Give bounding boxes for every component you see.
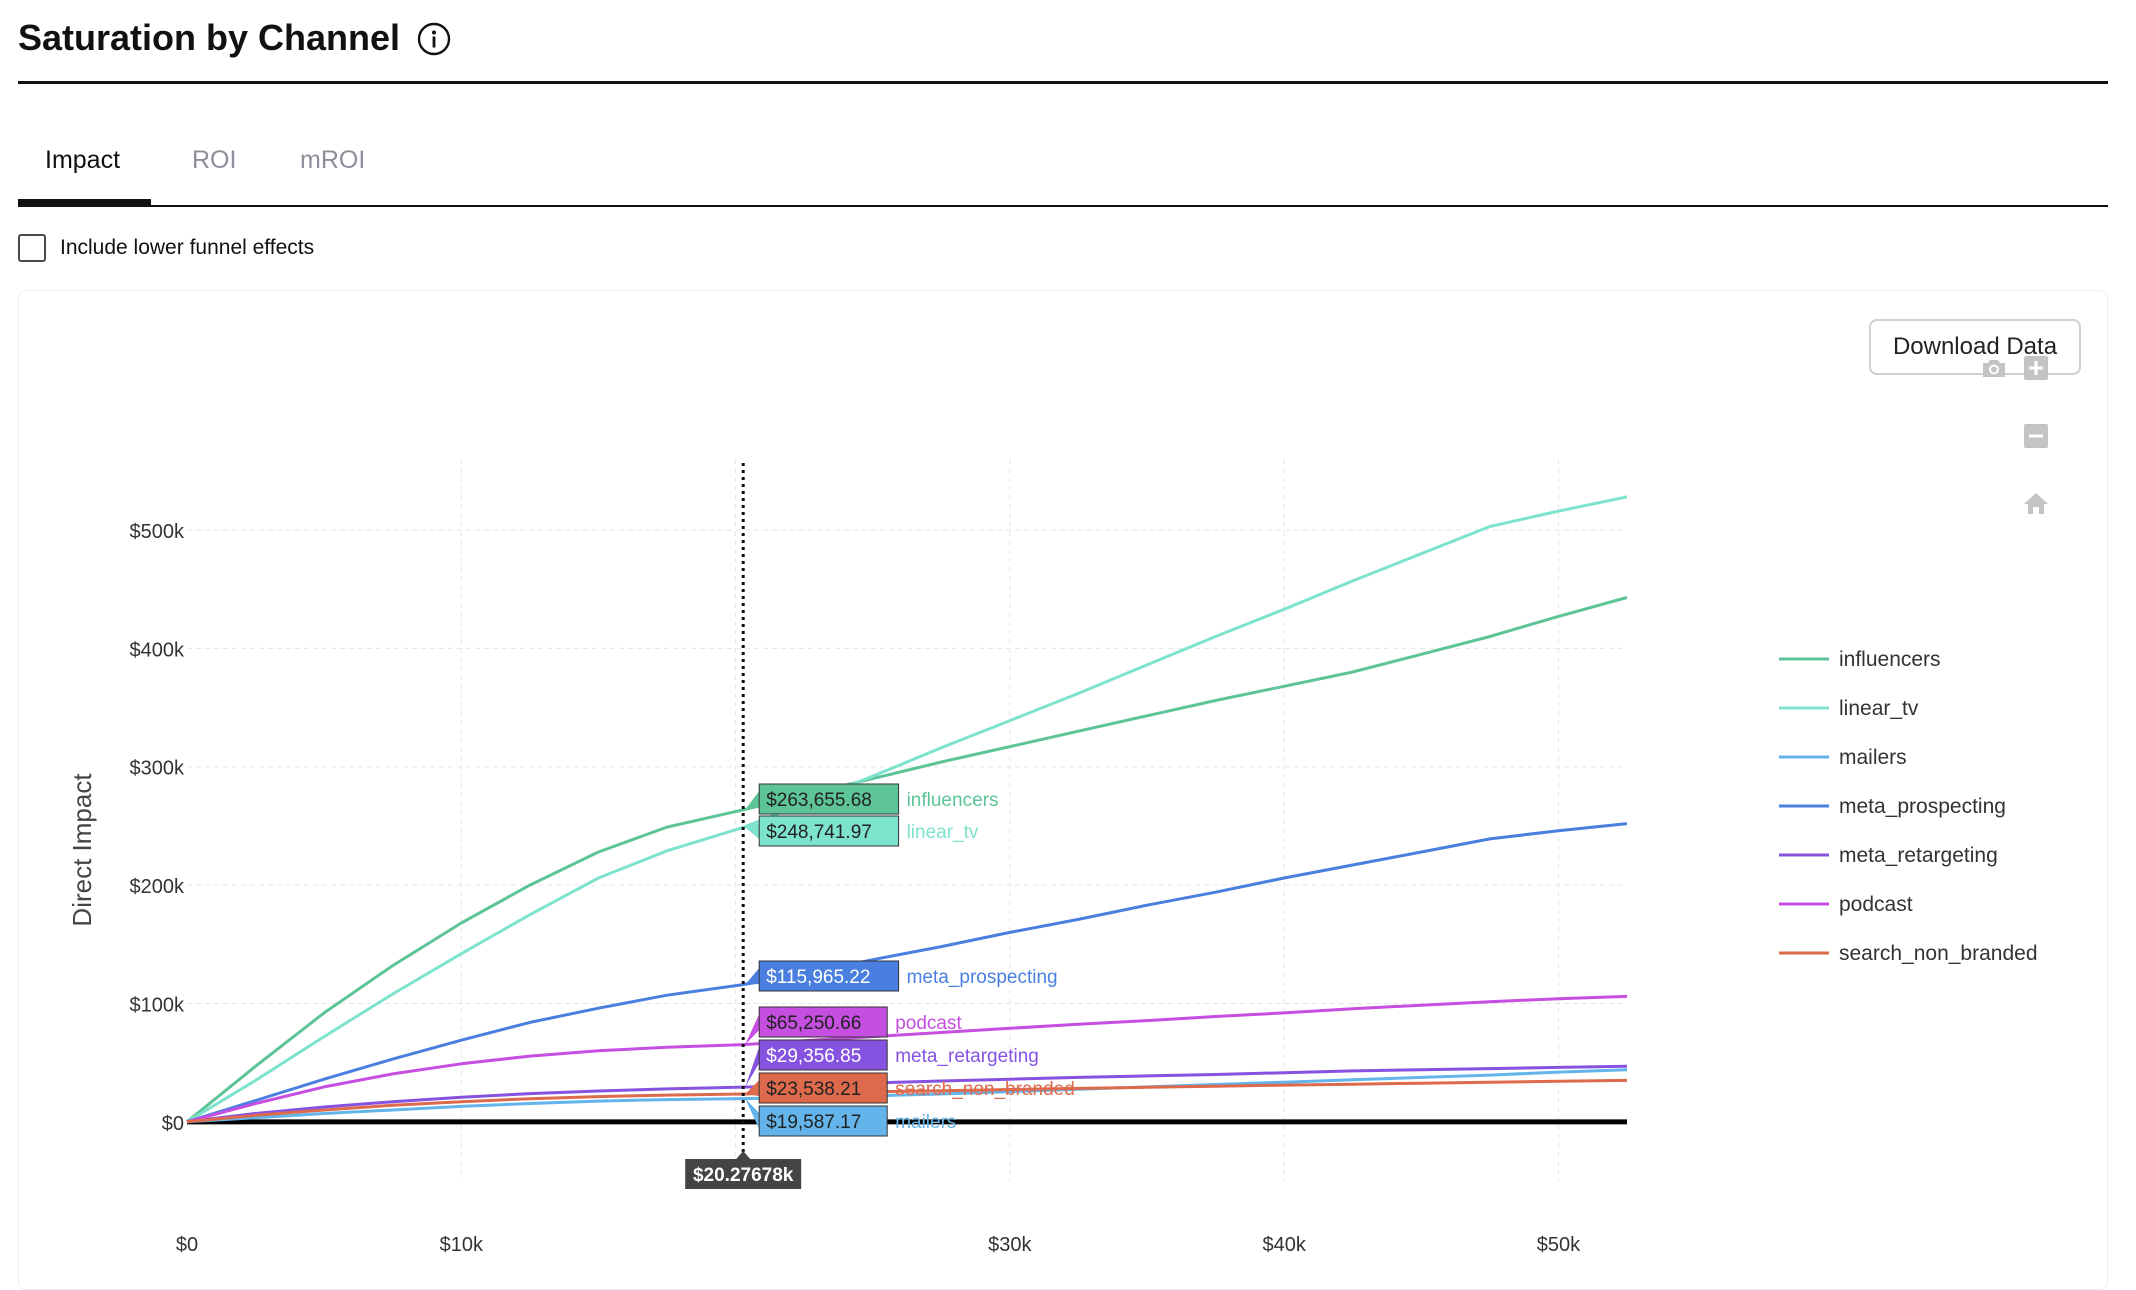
hover-value-mailers: $19,587.17 [766,1112,861,1133]
hover-value-influencers: $263,655.68 [766,790,872,811]
hover-name-podcast: podcast [895,1013,962,1034]
grid-lines [187,459,1627,1181]
zoom-out-icon[interactable] [2021,421,2051,451]
y-tick-label: $300k [130,758,185,780]
hover-box-mailers [758,1105,888,1137]
y-tick-label: $0 [162,1113,184,1135]
tab-impact[interactable]: Impact [45,146,121,174]
hover-box-linear_tv [758,815,900,847]
hover-x-label-box [685,1159,802,1189]
x-tick-label: $0 [176,1234,198,1256]
hover-pointer-influencers [745,791,760,810]
hover-box-podcast [758,1006,888,1038]
x-tick-label: $40k [1262,1234,1306,1256]
hover-pointer-meta_retargeting [745,1047,760,1088]
page-title: Saturation by Channel [18,17,401,58]
y-tick-label: $200k [130,876,185,898]
hover-box-influencers [758,783,900,815]
hover-x-label-pointer [736,1151,751,1159]
legend-label-podcast: podcast [1839,893,1913,916]
lower-funnel-label: Include lower funnel effects [60,236,315,259]
hover-name-mailers: mailers [895,1112,956,1133]
active-tab-indicator [18,199,151,205]
y-tick-label: $400k [130,639,185,661]
y-tick-label: $500k [130,521,185,543]
hover-layer: $20.27678k $263,655.68 influencers $248,741… [685,463,1075,1189]
legend-label-mailers: mailers [1839,746,1907,769]
series-line-mailers [186,1068,1628,1124]
axes: $0 $100k $200k $300k $400k $500k $0 $10k $30k $40… [67,521,1627,1256]
zoom-in-icon[interactable] [2021,353,2051,383]
series-line-meta_prospecting [186,822,1628,1124]
legend-label-linear_tv: linear_tv [1839,697,1919,720]
legend-label-meta_prospecting: meta_prospecting [1839,795,2006,818]
home-icon[interactable] [2021,489,2051,519]
series-line-meta_retargeting [186,1064,1628,1124]
tab-bar: Impact ROI mROI [18,124,2108,207]
x-tick-label: $10k [440,1234,484,1256]
hover-box-search_non_branded [758,1072,888,1104]
y-tick-label: $100k [130,994,185,1016]
saturation-chart: $0 $100k $200k $300k $400k $500k $0 $10k $30k $40… [67,459,2038,1256]
hover-value-search_non_branded: $23,538.21 [766,1079,861,1100]
chart-card: Download Data $0 $100k $200k $300k $400k $500… [18,290,2108,1290]
hover-box-meta_retargeting [758,1039,888,1071]
hover-pointer-linear_tv [745,823,760,839]
legend-label-meta_retargeting: meta_retargeting [1839,844,1998,867]
hover-name-linear_tv: linear_tv [907,822,979,843]
hover-value-podcast: $65,250.66 [766,1013,861,1034]
camera-icon[interactable] [1979,353,2009,383]
series-line-influencers [186,596,1628,1123]
series-line-search_non_branded [186,1078,1628,1124]
hover-value-linear_tv: $248,741.97 [766,822,872,843]
lower-funnel-checkbox[interactable] [18,234,46,262]
y-axis-title: Direct Impact [67,773,97,927]
hover-name-meta_retargeting: meta_retargeting [895,1046,1039,1067]
tab-mroi[interactable]: mROI [300,146,366,174]
hover-x-label: $20.27678k [693,1165,794,1186]
hover-pointer-mailers [745,1098,760,1129]
hover-box-meta_prospecting [758,960,900,992]
tab-roi[interactable]: ROI [192,146,237,174]
lower-funnel-option[interactable]: Include lower funnel effects [18,234,314,262]
page-header: Saturation by Channel [18,0,2108,84]
hover-pointer-podcast [745,1014,760,1045]
hover-name-search_non_branded: search_non_branded [895,1079,1075,1100]
series-line-podcast [186,994,1628,1124]
series-line-linear_tv [186,495,1628,1124]
hover-pointer-meta_prospecting [745,968,760,985]
legend-label-influencers: influencers [1839,648,1941,671]
x-tick-label: $30k [988,1234,1032,1256]
hover-pointer-search_non_branded [745,1080,760,1096]
hover-value-meta_retargeting: $29,356.85 [766,1046,861,1067]
series-lines [186,495,1628,1124]
hover-name-meta_prospecting: meta_prospecting [907,967,1058,988]
x-tick-label: $50k [1537,1234,1581,1256]
legend-label-search_non_branded: search_non_branded [1839,942,2038,965]
info-circle-icon[interactable] [417,22,451,56]
hover-name-influencers: influencers [907,790,999,811]
hover-value-meta_prospecting: $115,965.22 [766,967,870,988]
